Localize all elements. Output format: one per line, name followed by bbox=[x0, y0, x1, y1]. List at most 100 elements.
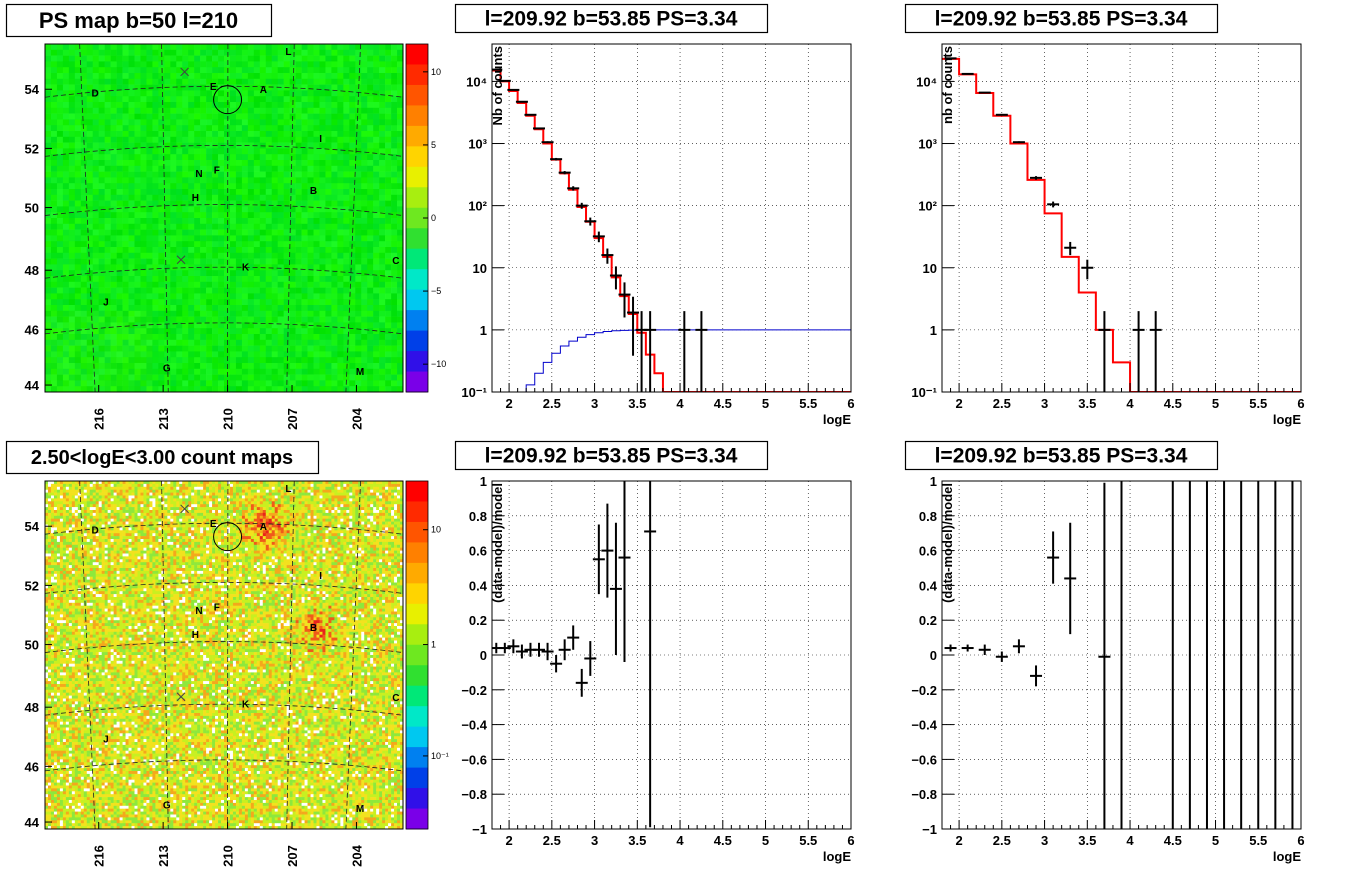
data-point bbox=[541, 642, 554, 661]
y-tick-label: −0.4 bbox=[911, 718, 937, 733]
x-tick-label: 2.5 bbox=[993, 833, 1011, 848]
colorbar-tick-label: 10⁻¹ bbox=[431, 751, 449, 761]
x-axis-label: logE bbox=[823, 412, 851, 427]
x-tick-label: 5.5 bbox=[1249, 396, 1267, 411]
data-point bbox=[575, 668, 588, 697]
title-box-map-counts: 2.50<logE<3.00 count maps bbox=[5, 440, 320, 475]
y-tick-label: 46 bbox=[25, 322, 39, 337]
source-label: N bbox=[195, 169, 202, 180]
panel-title: l=209.92 b=53.85 PS=3.34 bbox=[935, 8, 1188, 31]
model-step-line bbox=[942, 57, 1301, 392]
data-point bbox=[584, 217, 597, 226]
data-point bbox=[1098, 482, 1111, 829]
x-tick-label: 5 bbox=[1212, 396, 1219, 411]
data-point bbox=[978, 644, 991, 655]
source-label: B bbox=[310, 186, 317, 197]
data-point bbox=[1047, 201, 1060, 208]
panel-title: l=209.92 b=53.85 PS=3.34 bbox=[485, 8, 738, 31]
x-tick-label: 3.5 bbox=[1078, 396, 1096, 411]
y-tick-label: 10⁻¹ bbox=[911, 385, 937, 400]
source-label: A bbox=[260, 85, 267, 96]
data-point bbox=[1064, 241, 1077, 256]
y-tick-label: 0.4 bbox=[469, 578, 488, 593]
source-label: I bbox=[319, 571, 322, 582]
data-point bbox=[1012, 141, 1025, 144]
x-tick-label: 4.5 bbox=[714, 833, 732, 848]
data-point bbox=[1030, 176, 1043, 180]
data-point bbox=[592, 524, 605, 595]
data-point bbox=[618, 481, 631, 662]
data-point bbox=[550, 655, 563, 673]
x-tick-label: 5.5 bbox=[799, 833, 817, 848]
plot-frame bbox=[491, 43, 852, 393]
y-tick-label: 54 bbox=[25, 82, 40, 97]
y-tick-label: −0.6 bbox=[911, 752, 937, 767]
data-point bbox=[515, 100, 528, 103]
colorbar-tick-label: 10 bbox=[431, 525, 441, 535]
data-point bbox=[498, 642, 511, 654]
data-point bbox=[533, 642, 546, 657]
map-frame bbox=[44, 43, 404, 393]
y-tick-label: 48 bbox=[25, 700, 39, 715]
y-tick-label: −0.2 bbox=[461, 683, 487, 698]
data-point bbox=[507, 639, 520, 654]
data-point bbox=[575, 202, 588, 209]
data-point bbox=[944, 644, 957, 652]
y-tick-label: 1 bbox=[480, 474, 487, 489]
data-point bbox=[1081, 259, 1094, 280]
title-box-resid-1: l=209.92 b=53.85 PS=3.34 bbox=[454, 440, 769, 471]
source-label: N bbox=[195, 606, 202, 617]
data-point bbox=[1030, 665, 1043, 687]
source-label: J bbox=[103, 298, 109, 309]
y-tick-label: 52 bbox=[25, 578, 39, 593]
x-tick-label: 3 bbox=[1041, 833, 1048, 848]
x-tick-label: 207 bbox=[285, 845, 300, 867]
colorbar: 10 5 0 −5 −10 bbox=[405, 43, 446, 393]
data-point bbox=[609, 522, 622, 655]
data-point bbox=[558, 639, 571, 661]
y-tick-label: 10³ bbox=[468, 137, 487, 152]
data-point bbox=[601, 503, 614, 598]
x-tick-label: 5.5 bbox=[1249, 833, 1267, 848]
y-tick-label: 0 bbox=[930, 648, 937, 663]
y-tick-label: 0.8 bbox=[919, 509, 937, 524]
source-label: M bbox=[356, 367, 364, 378]
x-axis-label: logE bbox=[1273, 412, 1301, 427]
y-tick-label: 0 bbox=[480, 648, 487, 663]
colorbar-tick-label: 0 bbox=[431, 213, 436, 223]
x-tick-label: 2.5 bbox=[543, 396, 561, 411]
x-tick-label: 5.5 bbox=[799, 396, 817, 411]
x-tick-label: 5 bbox=[1212, 833, 1219, 848]
colorbar: 10 1 10⁻¹ bbox=[405, 480, 449, 830]
y-tick-label: 10 bbox=[473, 261, 487, 276]
data-point bbox=[609, 266, 622, 290]
x-tick-label: 4 bbox=[1126, 833, 1134, 848]
plot-5: 2 2.5 3 3.5 4 4.5 5 5.5 6 1 0.8 0.6 0.4 0.2 0 −0.2 −0.4 −… bbox=[911, 474, 1304, 864]
target-circle bbox=[213, 85, 243, 115]
source-label: B bbox=[310, 623, 317, 634]
title-box-spec-2: l=209.92 b=53.85 PS=3.34 bbox=[904, 3, 1219, 34]
y-tick-label: 52 bbox=[25, 141, 39, 156]
plot-4: 2 2.5 3 3.5 4 4.5 5 5.5 6 1 0.8 0.6 0.4 0.2 0 −0.2 −0.4 −… bbox=[461, 474, 854, 864]
data-point bbox=[498, 79, 511, 82]
data-point bbox=[1132, 311, 1145, 392]
y-tick-label: 46 bbox=[25, 759, 39, 774]
data-point bbox=[678, 311, 691, 392]
source-label: L bbox=[285, 47, 291, 58]
source-label: J bbox=[103, 735, 109, 746]
x-tick-label: 4.5 bbox=[1164, 833, 1182, 848]
title-box-resid-2: l=209.92 b=53.85 PS=3.34 bbox=[904, 440, 1219, 471]
data-point bbox=[550, 157, 563, 161]
data-point bbox=[592, 231, 605, 243]
y-axis-label: nb of counts bbox=[940, 46, 955, 124]
y-tick-label: −0.6 bbox=[461, 752, 487, 767]
x-tick-label: 4 bbox=[676, 396, 684, 411]
colorbar-tick-label: −5 bbox=[431, 286, 441, 296]
x-tick-label: 213 bbox=[156, 845, 171, 867]
x-tick-label: 213 bbox=[156, 408, 171, 430]
source-label: D bbox=[92, 89, 99, 100]
plot-frame bbox=[491, 480, 852, 830]
x-tick-label: 3 bbox=[1041, 396, 1048, 411]
